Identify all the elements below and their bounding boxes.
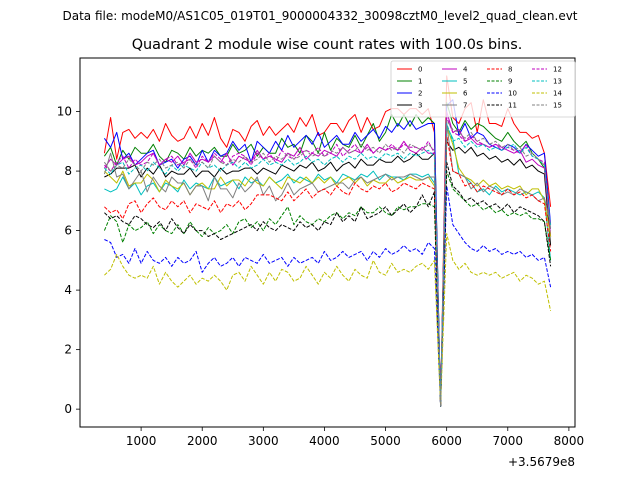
y-tick-label: 6	[64, 224, 72, 238]
legend-label: 13	[553, 78, 562, 86]
series-line-9	[103, 170, 552, 407]
legend-box	[390, 60, 576, 118]
legend-label: 5	[463, 78, 467, 86]
plot-frame	[79, 57, 576, 428]
y-axis: 0 2 4 6 8 10	[57, 105, 80, 416]
plot-series	[103, 75, 552, 407]
y-tick-label: 8	[64, 164, 72, 178]
series-line-4	[103, 111, 552, 407]
series-line-11	[104, 161, 552, 407]
legend-label: 11	[508, 102, 517, 110]
y-tick-label: 2	[64, 343, 72, 357]
chart-title: Quadrant 2 module wise count rates with …	[132, 37, 523, 53]
series-line-0	[103, 75, 552, 407]
series-line-1	[103, 102, 552, 407]
x-tick-label: 7000	[493, 434, 524, 448]
y-tick-label: 0	[64, 402, 72, 416]
x-tick-label: 3000	[248, 434, 279, 448]
legend-label: 10	[508, 90, 517, 98]
legend-label: 4	[463, 66, 468, 74]
series-line-13	[104, 123, 552, 407]
legend-label: 3	[418, 102, 422, 110]
legend-label: 15	[553, 102, 562, 110]
legend-label: 14	[553, 90, 562, 98]
x-axis: 1000 2000 3000 4000 5000 6000 7000 8000	[126, 427, 584, 448]
series-line-12	[104, 117, 552, 407]
x-tick-label: 6000	[431, 434, 462, 448]
legend-label: 8	[508, 66, 512, 74]
series-line-10	[104, 185, 552, 407]
x-tick-label: 5000	[370, 434, 401, 448]
series-line-3	[104, 140, 552, 407]
x-tick-label: 8000	[554, 434, 585, 448]
legend-label: 7	[463, 102, 467, 110]
series-line-15	[103, 120, 552, 407]
chart-suptitle: Data file: modeM0/AS1C05_019T01_90000043…	[62, 9, 577, 23]
series-line-14	[104, 233, 552, 407]
legend-label: 2	[418, 90, 422, 98]
series-line-8	[104, 134, 552, 407]
y-tick-label: 10	[57, 105, 72, 119]
legend-label: 9	[508, 78, 512, 86]
legend-label: 12	[553, 66, 562, 74]
x-offset-label: +3.5679e8	[508, 455, 575, 469]
x-tick-label: 2000	[187, 434, 218, 448]
series-line-6	[104, 125, 552, 407]
series-line-2	[103, 99, 552, 407]
y-tick-label: 4	[64, 283, 72, 297]
series-line-7	[103, 123, 552, 407]
legend-label: 1	[418, 78, 422, 86]
legend-label: 6	[463, 90, 468, 98]
legend-label: 0	[418, 66, 422, 74]
x-tick-label: 1000	[126, 434, 157, 448]
x-tick-label: 4000	[309, 434, 340, 448]
